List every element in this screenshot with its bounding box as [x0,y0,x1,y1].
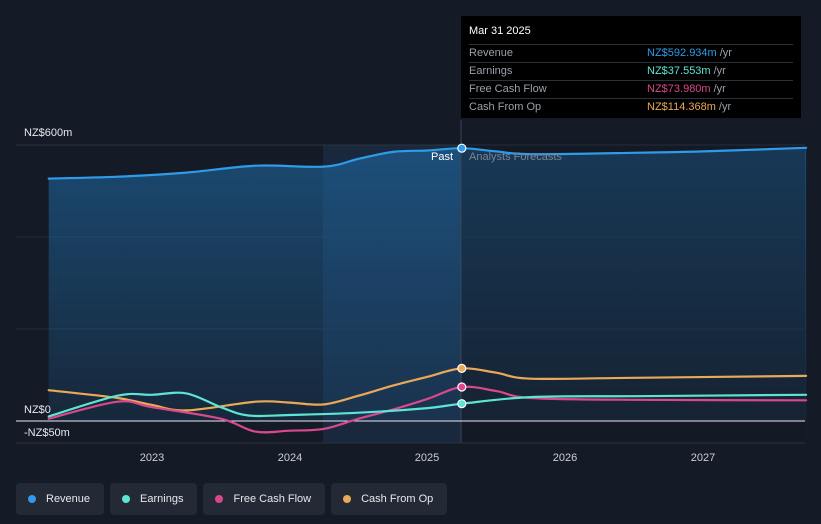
series-line-free-cash-flow [47,385,808,434]
forecast-shade [461,140,805,443]
tooltip-unit: /yr [718,101,732,113]
forecast-label: Analysts Forecasts [469,151,562,163]
tooltip-unit: /yr [713,65,726,77]
revenue-area [48,147,807,422]
tooltip-value: NZ$37.553m [647,65,711,77]
legend: Revenue Earnings Free Cash Flow Cash Fro… [16,483,448,515]
tooltip-row-cash-from-op: Cash From Op NZ$114.368m /yr [469,99,793,116]
marker-free-cash-flow [457,382,467,392]
x-tick-2026: 2026 [553,452,577,464]
y-tick-minus50: -NZ$50m [24,427,70,439]
legend-dot-icon [215,495,224,503]
legend-label: Cash From Op [361,493,434,505]
tooltip-value: NZ$73.980m [647,83,711,95]
x-tick-2024: 2024 [278,452,302,464]
legend-dot-icon [343,495,352,503]
series-line-cash-from-op [47,367,808,412]
tooltip-value: NZ$114.368m [647,101,716,113]
tooltip-row-free-cash-flow: Free Cash Flow NZ$73.980m /yr [469,81,793,99]
legend-label: Revenue [46,493,91,505]
tooltip-unit: /yr [713,83,726,95]
marker-revenue [457,143,467,153]
y-tick-600: NZ$600m [24,127,72,139]
tooltip-label: Earnings [469,65,513,77]
legend-dot-icon [28,495,36,503]
tooltip-row-revenue: Revenue NZ$592.934m /yr [469,45,793,63]
tooltip-value: NZ$592.934m [647,47,717,59]
legend-label: Free Cash Flow [233,493,312,505]
x-tick-2023: 2023 [140,452,164,464]
tooltip-unit: /yr [719,47,732,59]
tooltip-date: Mar 31 2025 [469,24,793,45]
tooltip-row-earnings: Earnings NZ$37.553m /yr [469,63,793,81]
past-label: Past [431,151,453,163]
marker-earnings [457,399,467,409]
x-tick-2025: 2025 [415,452,439,464]
legend-dot-icon [122,495,131,503]
series-line-revenue [47,146,808,180]
series-line-earnings [47,391,808,418]
tooltip-label: Cash From Op [469,101,542,113]
x-tick-2027: 2027 [691,452,715,464]
legend-item-free-cash-flow[interactable]: Free Cash Flow [203,483,326,515]
legend-item-cash-from-op[interactable]: Cash From Op [331,483,448,515]
legend-label: Earnings [140,493,184,505]
tooltip-label: Free Cash Flow [469,83,547,95]
legend-item-earnings[interactable]: Earnings [110,483,198,515]
marker-cash-from-op [457,363,467,373]
legend-item-revenue[interactable]: Revenue [16,483,105,515]
tooltip-label: Revenue [469,47,514,59]
y-tick-0: NZ$0 [24,404,51,416]
tooltip: Mar 31 2025 Revenue NZ$592.934m /yr Earn… [461,16,801,118]
